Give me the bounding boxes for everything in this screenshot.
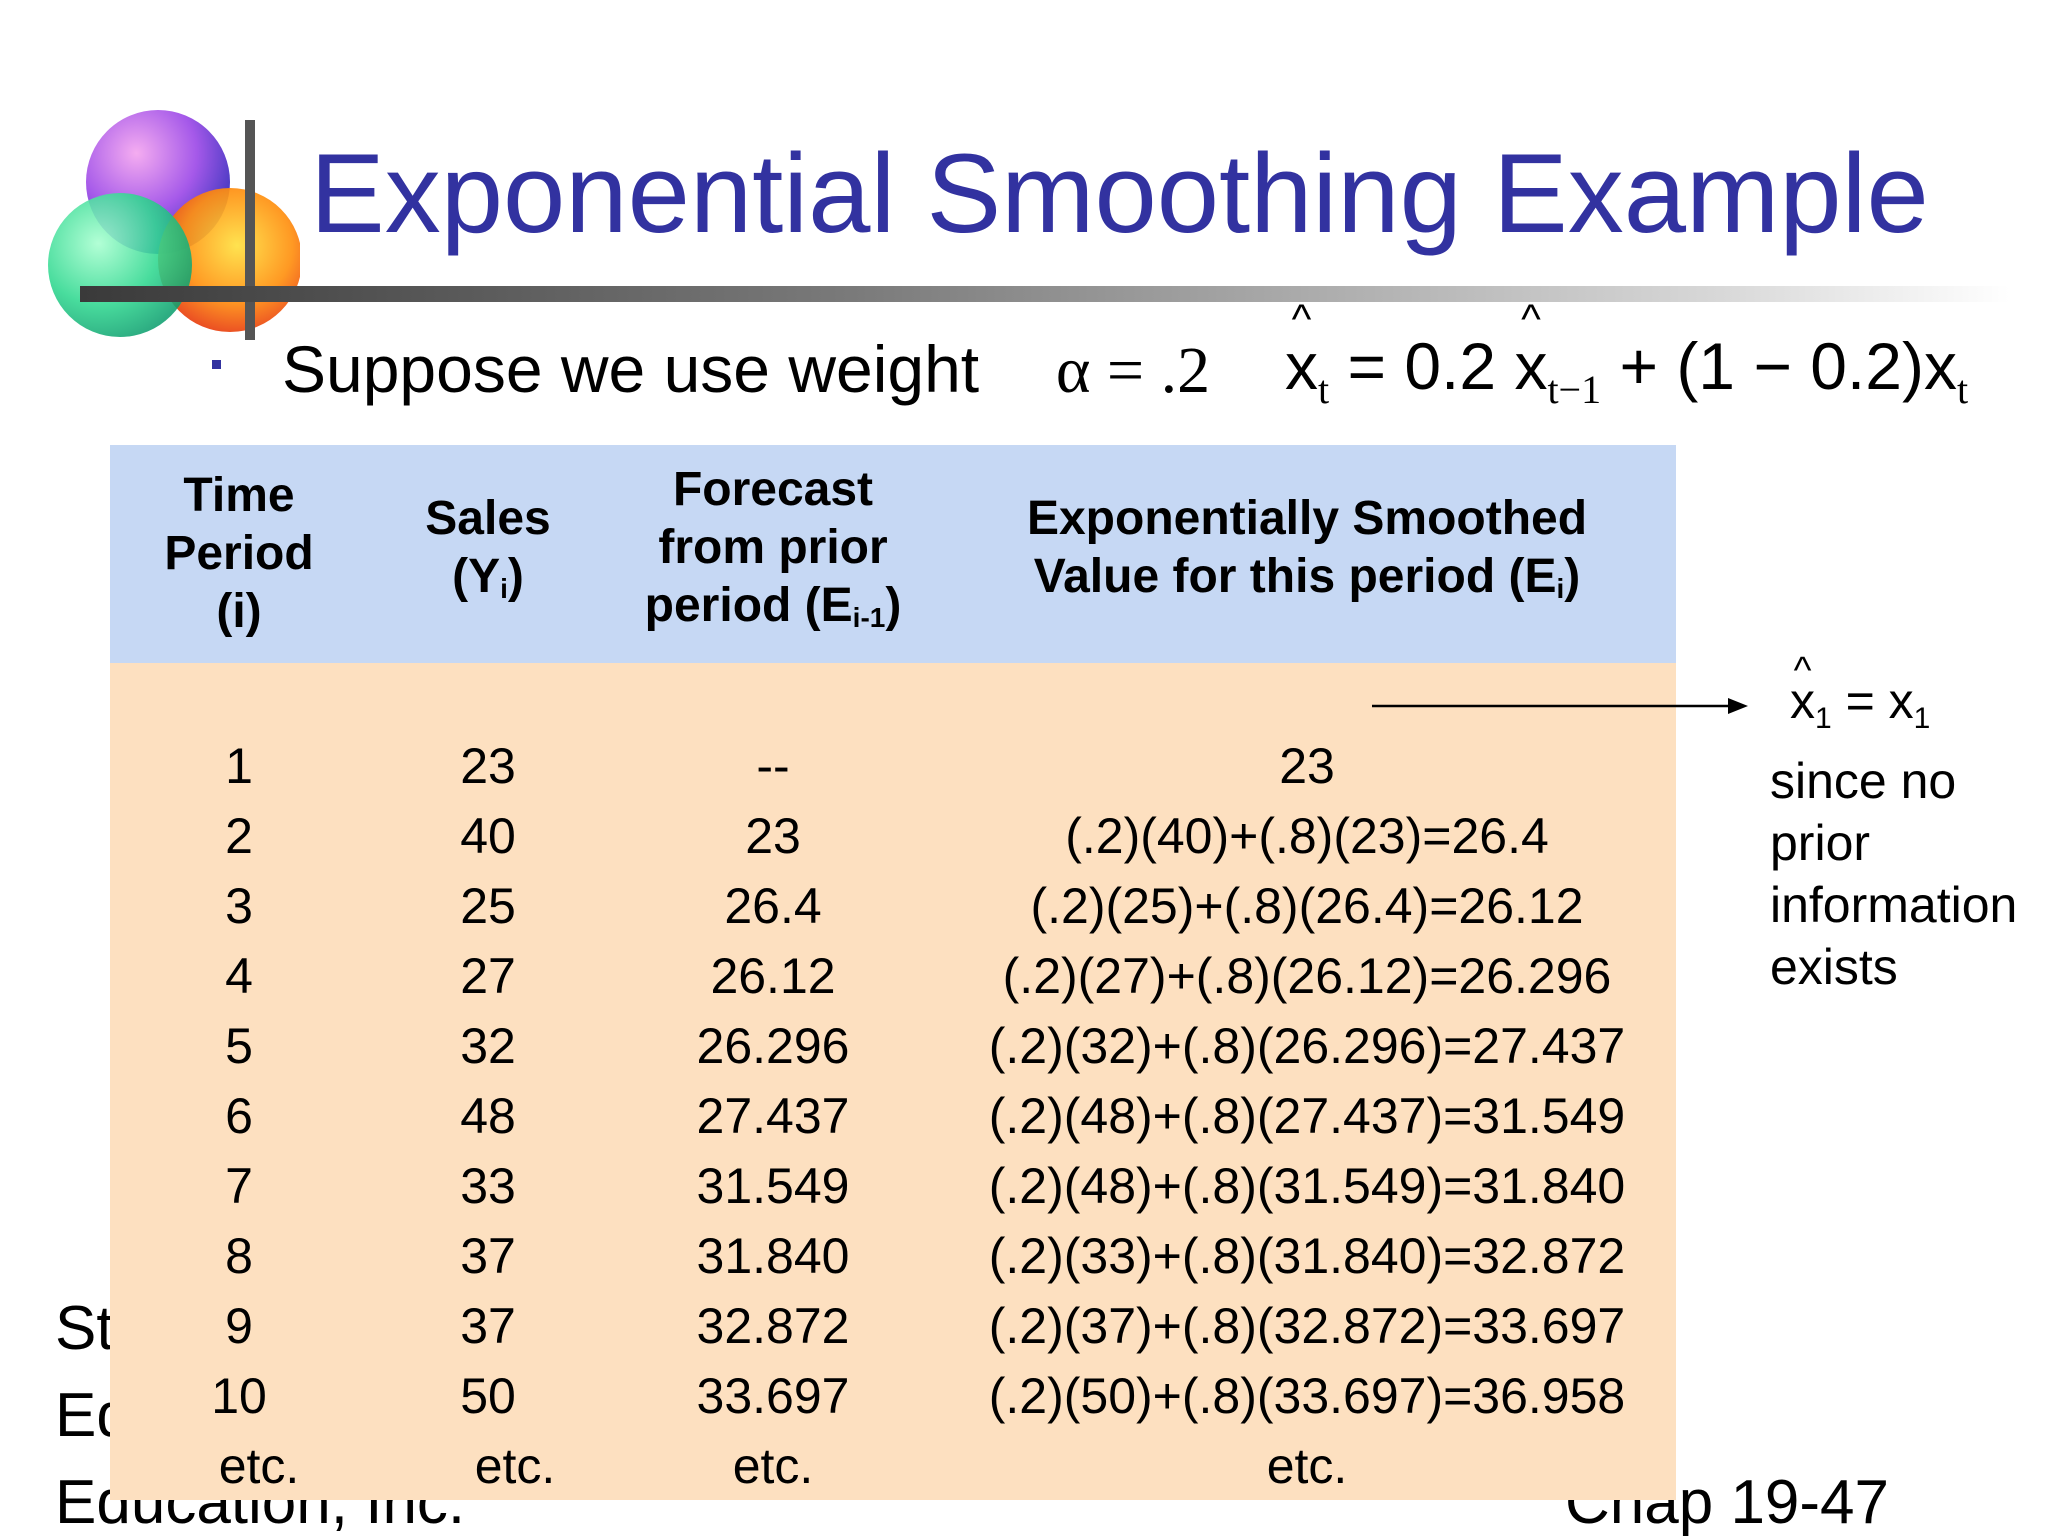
cell-forecast: 26.4 [724, 878, 822, 934]
table-row: etc. etc. etc. etc. [110, 1431, 1676, 1501]
annotation-note: x1 = x1 since no prior information exist… [1770, 670, 2017, 998]
cell-smoothed: etc. [1266, 1438, 1348, 1494]
cell-sales: 37 [460, 1298, 516, 1354]
table-row: 1 23 -- 23 [110, 731, 1676, 801]
cell-forecast: 26.12 [710, 948, 836, 1004]
annotation-formula: x1 = x1 [1790, 670, 2017, 750]
cell-forecast: 31.840 [696, 1228, 850, 1284]
cell-sales: 27 [460, 948, 516, 1004]
cell-sales: 25 [460, 878, 516, 934]
cell-period: 5 [225, 1018, 253, 1074]
title-divider [80, 286, 2010, 302]
bullet-label: Suppose we use weight [282, 332, 980, 406]
cell-period: 10 [211, 1368, 267, 1424]
cell-period: 4 [225, 948, 253, 1004]
cell-smoothed: (.2)(25)+(.8)(26.4)=26.12 [1030, 878, 1584, 934]
cell-forecast: -- [756, 738, 790, 794]
table-header: Time Period (i) Sales (Yi) Forecast from pri… [110, 445, 1676, 663]
cell-sales: 37 [460, 1228, 516, 1284]
annotation-line2: since no [1770, 753, 1957, 809]
annotation-sub2: 1 [1913, 702, 1931, 735]
formula-sub-t1: t−1 [1547, 367, 1602, 412]
cell-period: 8 [225, 1228, 253, 1284]
annotation-line5: exists [1770, 939, 1898, 995]
table-row: 7 33 31.549 (.2)(48)+(.8)(31.549)=31.840 [110, 1151, 1676, 1221]
annotation-sub: 1 [1815, 702, 1832, 735]
cell-period: 3 [225, 878, 253, 934]
cell-period: 2 [225, 808, 253, 864]
alpha-value: α = .2 [1055, 334, 1211, 407]
cell-sales: 33 [460, 1158, 516, 1214]
bullet-text: Suppose we use weight α = .2 [282, 336, 1210, 404]
cell-period: 1 [225, 738, 253, 794]
cell-smoothed: (.2)(50)+(.8)(33.697)=36.958 [988, 1368, 1626, 1424]
slide-logo [48, 110, 300, 340]
cell-sales: 23 [460, 738, 516, 794]
annotation-arrow [1372, 698, 1748, 714]
cell-period: 6 [225, 1088, 253, 1144]
cell-smoothed: (.2)(27)+(.8)(26.12)=26.296 [1002, 948, 1612, 1004]
header-forecast: Forecast from prior period (Ei-1) [644, 463, 902, 633]
smoothing-formula: xt = 0.2 xt−1 + (1 − 0.2)xt [1285, 330, 1968, 412]
table-row: 2 40 23 (.2)(40)+(.8)(23)=26.4 [110, 801, 1676, 871]
slide-title: Exponential Smoothing Example [310, 131, 1929, 256]
table-row: 9 37 32.872 (.2)(37)+(.8)(32.872)=33.697 [110, 1291, 1676, 1361]
annotation-line3: prior [1770, 815, 1871, 871]
formula-xhat-t1: x [1514, 330, 1547, 403]
cell-smoothed: (.2)(32)+(.8)(26.296)=27.437 [988, 1018, 1626, 1074]
table-row: 10 50 33.697 (.2)(50)+(.8)(33.697)=36.95… [110, 1361, 1676, 1431]
cell-period: etc. [218, 1438, 300, 1494]
header-time-period: Time Period (i) [164, 469, 314, 638]
cell-sales: 32 [460, 1018, 516, 1074]
formula-sub-t: t [1318, 367, 1330, 412]
cell-forecast: 31.549 [696, 1158, 850, 1214]
cell-forecast: 33.697 [696, 1368, 850, 1424]
cell-smoothed: 23 [1279, 738, 1335, 794]
header-sales: Sales (Yi) [425, 492, 551, 604]
cell-smoothed: (.2)(48)+(.8)(31.549)=31.840 [988, 1158, 1626, 1214]
cell-smoothed: (.2)(37)+(.8)(32.872)=33.697 [988, 1298, 1626, 1354]
formula-eq: = 0.2 [1329, 329, 1515, 403]
formula-plus: + (1 − 0.2) [1601, 329, 1924, 403]
cell-smoothed: (.2)(33)+(.8)(31.840)=32.872 [988, 1228, 1626, 1284]
cell-forecast: 27.437 [696, 1088, 850, 1144]
table-row: 4 27 26.12 (.2)(27)+(.8)(26.12)=26.296 [110, 941, 1676, 1011]
cell-sales: 48 [460, 1088, 516, 1144]
table-row: 3 25 26.4 (.2)(25)+(.8)(26.4)=26.12 [110, 871, 1676, 941]
cell-smoothed: (.2)(48)+(.8)(27.437)=31.549 [988, 1088, 1626, 1144]
cell-forecast: 32.872 [696, 1298, 850, 1354]
cell-sales: etc. [474, 1438, 556, 1494]
cell-forecast: etc. [732, 1438, 814, 1494]
bullet-marker [212, 360, 221, 369]
header-smoothed-value: Exponentially Smoothed Value for this per… [1026, 492, 1588, 604]
cell-period: 9 [225, 1298, 253, 1354]
cell-smoothed: (.2)(40)+(.8)(23)=26.4 [1065, 808, 1549, 864]
formula-xhat-t: x [1285, 330, 1318, 403]
cell-forecast: 23 [745, 808, 801, 864]
annotation-eq: = x [1831, 673, 1914, 729]
cell-period: 7 [225, 1158, 253, 1214]
footer-line1: St [55, 1294, 114, 1363]
annotation-xhat: x [1790, 670, 1815, 732]
formula-sub-t2: t [1956, 367, 1969, 412]
cell-sales: 50 [460, 1368, 516, 1424]
smoothing-table: Time Period (i) Sales (Yi) Forecast from pri… [110, 445, 1676, 1500]
table-row: 5 32 26.296 (.2)(32)+(.8)(26.296)=27.437 [110, 1011, 1676, 1081]
cell-sales: 40 [460, 808, 516, 864]
annotation-line4: information [1770, 877, 2018, 933]
formula-x-t: x [1923, 329, 1957, 403]
cell-forecast: 26.296 [696, 1018, 850, 1074]
table-row: 8 37 31.840 (.2)(33)+(.8)(31.840)=32.872 [110, 1221, 1676, 1291]
table-row: 6 48 27.437 (.2)(48)+(.8)(27.437)=31.549 [110, 1081, 1676, 1151]
